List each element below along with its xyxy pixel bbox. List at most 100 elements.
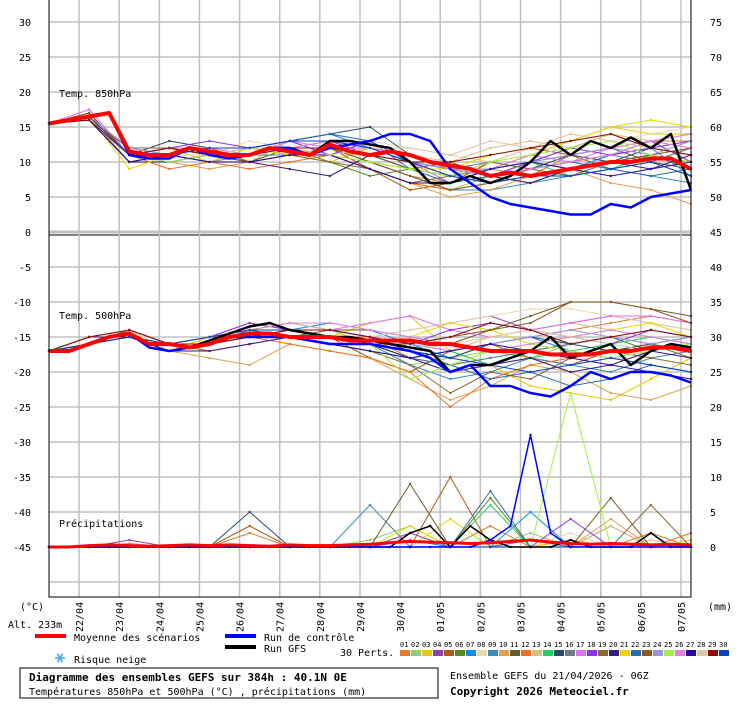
pert-18-t500-line-point (449, 328, 452, 332)
left-tick-label: 25 (19, 53, 31, 64)
pert-17-t500-line-point (408, 314, 412, 318)
left-tick-label: -10 (13, 298, 31, 309)
pert-30-t850-line-point (609, 167, 612, 171)
pert-legend-swatch (433, 650, 443, 656)
pert-12-t500-line-point (288, 342, 291, 346)
pert-legend-swatch (653, 650, 663, 656)
date-tick-label: 24/04 (155, 602, 166, 632)
pert-23-t500-line-point (529, 321, 532, 325)
legend-control-swatch (225, 634, 256, 638)
pert-legend-id: 25 (664, 641, 672, 649)
control-precip-line-point (408, 545, 412, 549)
pert-23-t850-line (48, 112, 692, 191)
pert-legend-id: 20 (609, 641, 617, 649)
mean-t500-line (49, 331, 692, 357)
legend-perts-label: 30 Perts. (340, 648, 394, 659)
pert-25-t850-line-point (569, 146, 572, 150)
pert-29-t500-line-point (449, 335, 452, 339)
pert-30-t500-line-point (449, 356, 452, 360)
pert-05-precip-line-point (248, 524, 251, 528)
pert-29-t850-line-point (87, 118, 91, 122)
pert-03-t500-line-point (649, 377, 653, 381)
pert-26-t500-line-point (609, 328, 612, 332)
pert-30-t850-line-point (368, 146, 372, 150)
pert-25-t500-line-point (408, 377, 412, 381)
pert-legend-swatch (609, 650, 619, 656)
pert-15-t850-line (48, 116, 692, 177)
pert-27-t500-line-point (609, 363, 612, 367)
pert-01-t500-line-point (609, 321, 612, 325)
date-tick-label: 30/04 (396, 602, 407, 632)
date-tick-label: 27/04 (276, 602, 287, 632)
gfs-precip-line-point (529, 545, 532, 549)
pert-25-t500-line-point (449, 363, 452, 367)
gfs-precip-line-point (649, 531, 653, 535)
pert-legend-swatch (664, 650, 674, 656)
date-tick-label: 29/04 (356, 602, 367, 632)
copyright: Copyright 2026 Meteociel.fr (450, 685, 629, 698)
pert-20-t500-line-point (569, 370, 572, 374)
pert-26-t850-line-point (569, 160, 572, 164)
pert-17-t500-line-point (609, 314, 612, 318)
pert-01-precip-line-point (489, 524, 492, 528)
pert-legend-id: 15 (554, 641, 562, 649)
right-tick-label: 15 (710, 438, 722, 449)
date-tick-label: 05/05 (597, 602, 608, 632)
pert-21-t850-line-point (609, 125, 612, 129)
pert-18-t850-line-point (208, 139, 211, 143)
pert-10-t850-line-point (449, 195, 452, 199)
pert-19-t500-line-point (449, 391, 452, 395)
pert-09-precip-line-point (368, 503, 372, 507)
pert-09-t500-line-point (449, 377, 452, 381)
panel-label-precip: Précipitations (59, 518, 143, 530)
pert-legend-swatch (499, 650, 509, 656)
panel-label-t850: Temp. 850hPa (59, 89, 131, 100)
pert-25-precip-line (49, 392, 691, 548)
left-tick-label: -45 (13, 543, 31, 554)
pert-12-t850-line-point (168, 167, 171, 171)
left-unit-label: (°C) (20, 602, 44, 613)
pert-25-t850-line-point (368, 160, 372, 164)
snowflake-icon (55, 653, 65, 663)
pert-23-t500-line-point (609, 300, 612, 304)
pert-25-t850-line-point (168, 160, 171, 164)
pert-legend-id: 06 (455, 641, 463, 649)
pert-30-t850-line-point (288, 139, 291, 143)
right-tick-label: 30 (710, 333, 722, 344)
pert-27-t850-line-point (208, 160, 211, 164)
left-tick-label: 5 (25, 193, 31, 204)
left-tick-label: 20 (19, 88, 31, 99)
pert-28-t850-line-point (569, 132, 572, 136)
date-tick-label: 03/05 (516, 602, 527, 632)
pert-30-t850-line-point (208, 146, 211, 150)
pert-legend-swatch (554, 650, 564, 656)
pert-05-precip-line-point (449, 475, 452, 479)
right-tick-label: 65 (710, 88, 722, 99)
pert-06-precip-line-point (489, 496, 492, 500)
pert-29-t500-line-point (569, 342, 572, 346)
right-tick-label: 5 (710, 508, 716, 519)
pert-legend-swatch (543, 650, 553, 656)
pert-29-t850-line-point (569, 139, 572, 143)
left-tick-label: 30 (19, 18, 31, 29)
pert-legend-id: 13 (532, 641, 540, 649)
perturbation-legend: 01 02 03 04 05 06 07 08 09 10 11 12 13 14 15 16 17 18 19 20… (400, 641, 729, 656)
pert-29-t850-line-point (449, 160, 452, 164)
control-precip-line-point (529, 433, 532, 437)
pert-legend-swatch (719, 650, 729, 656)
pert-09-t500-line-point (609, 370, 612, 374)
left-tick-label: -15 (13, 333, 31, 344)
pert-legend-swatch (708, 650, 718, 656)
pert-23-precip-line-point (609, 496, 612, 500)
pert-legend-id: 29 (708, 641, 716, 649)
pert-29-t850-line-point (489, 153, 492, 157)
legend-mean-label: Moyenne des scénarios (74, 632, 200, 644)
pert-30-t500-line-point (208, 335, 211, 339)
pert-10-t500-line-point (248, 363, 251, 367)
left-tick-label: 0 (25, 228, 31, 239)
pert-legend-id: 18 (587, 641, 595, 649)
pert-12-t500-line-point (368, 356, 372, 360)
chart-title: Diagramme des ensembles GEFS sur 384h : … (29, 671, 347, 684)
pert-20-t850-line-point (529, 181, 532, 185)
